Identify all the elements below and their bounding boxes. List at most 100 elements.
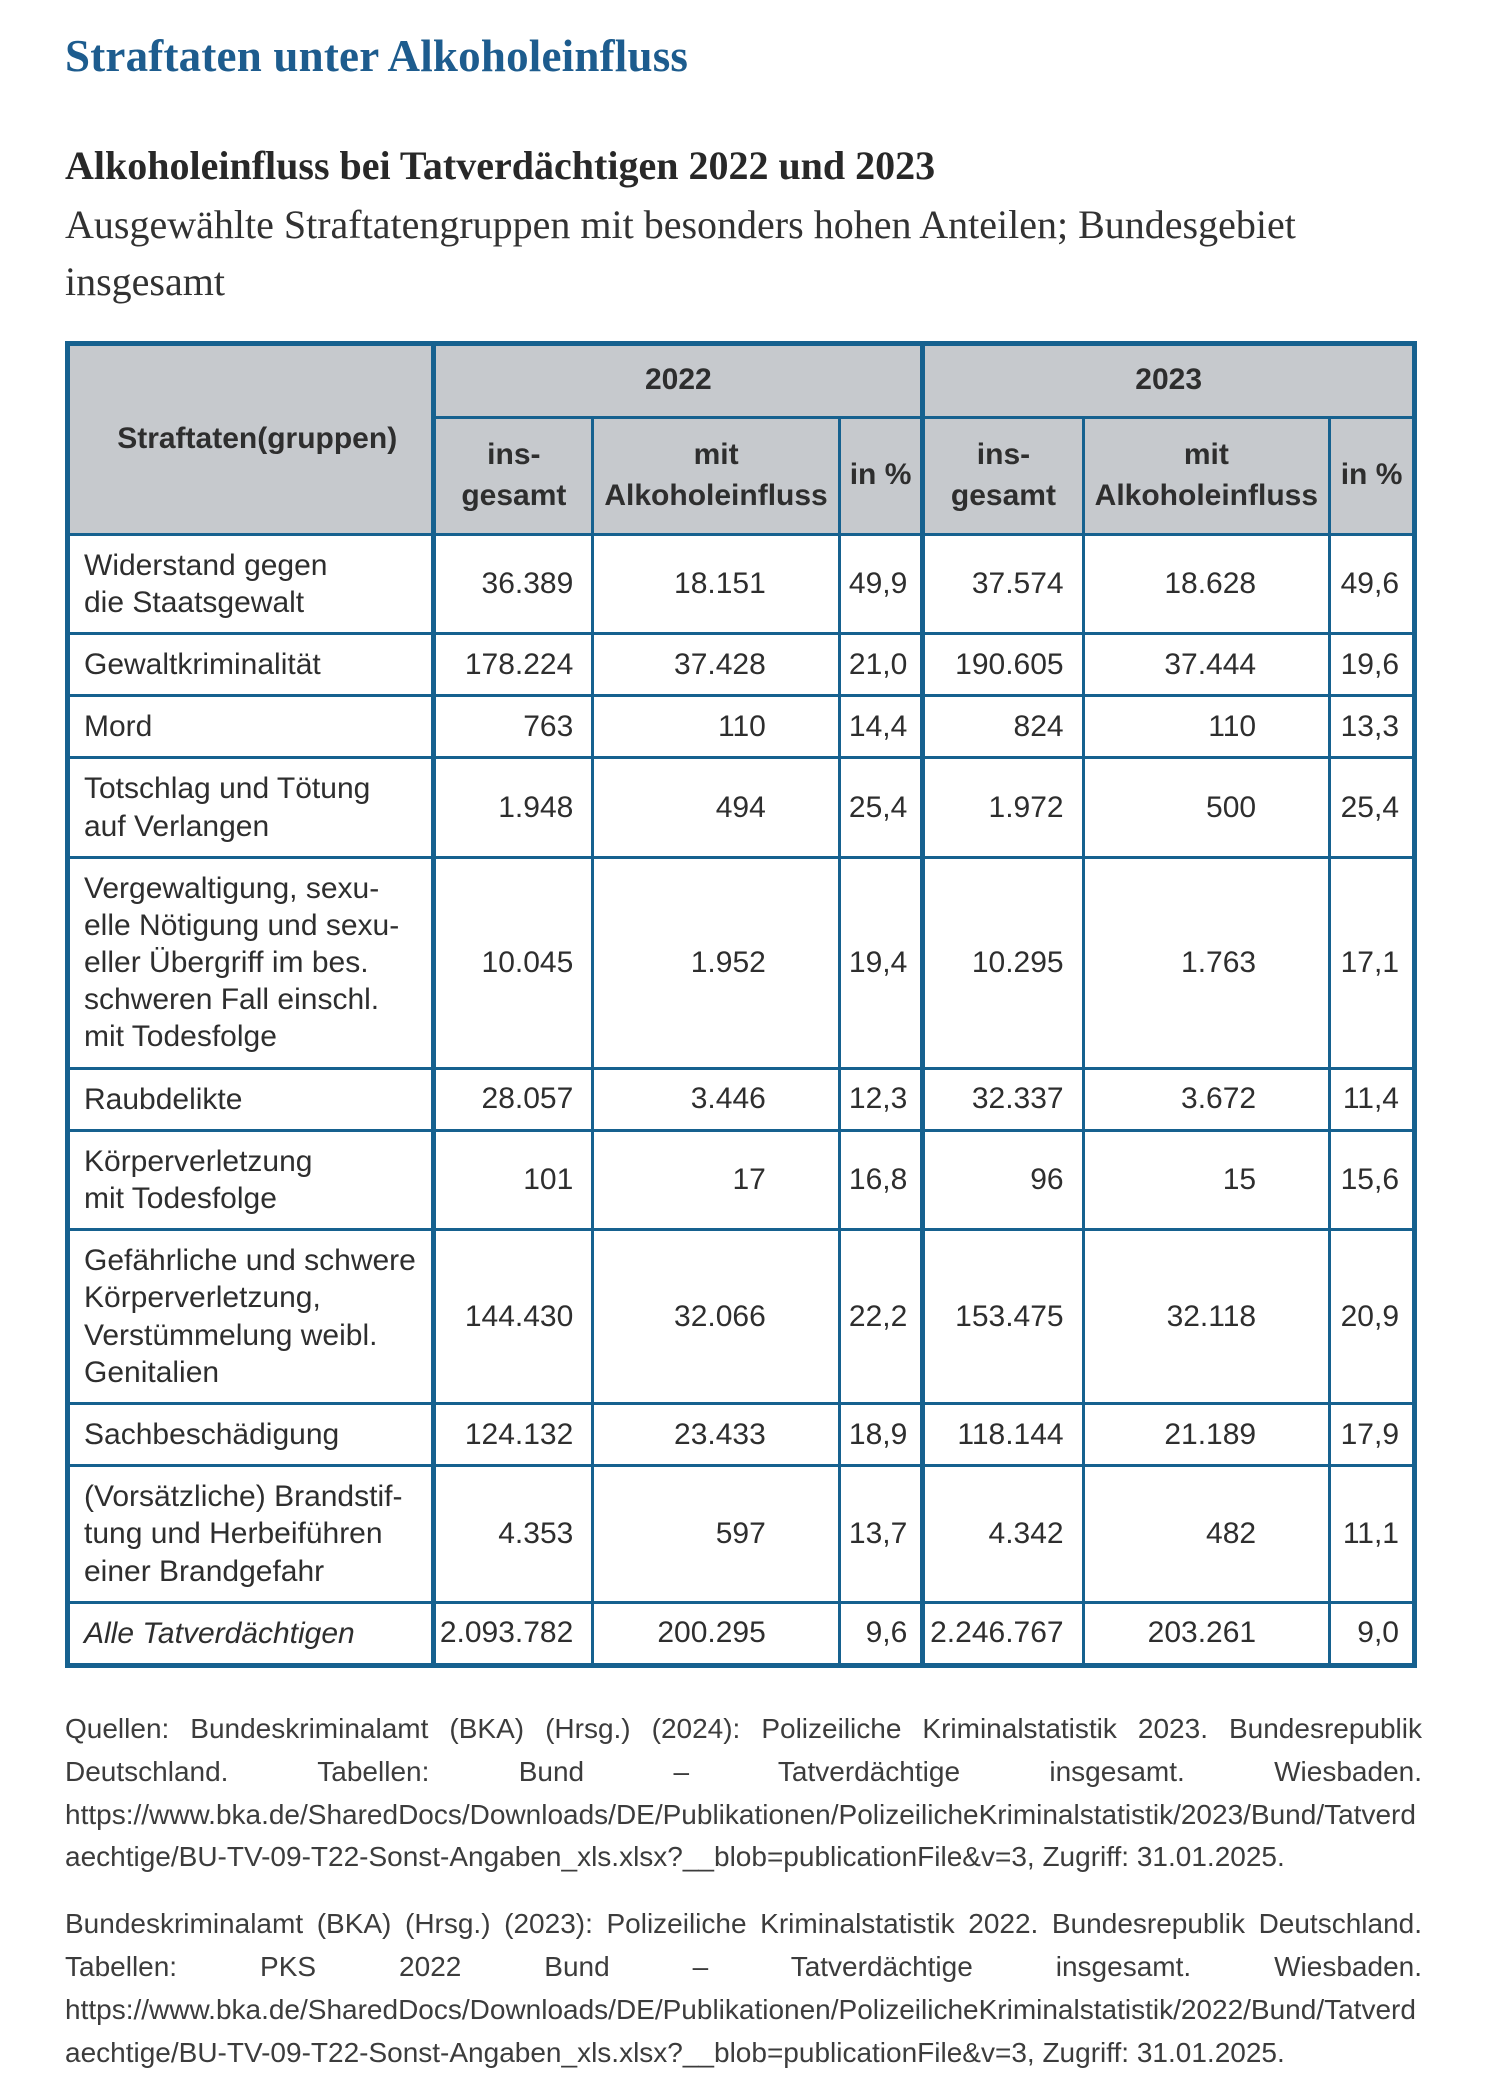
cell-percent-2023: 49,6 <box>1328 532 1416 635</box>
cell-percent-2023: 9,0 <box>1328 1600 1416 1667</box>
table-subheading: Ausgewählte Straftatengruppen mit besond… <box>65 202 1296 304</box>
row-label: Totschlag und Tötung auf Verlangen <box>65 756 436 859</box>
cell-percent-2023: 13,3 <box>1328 694 1416 760</box>
column-group-header-2023: 2023 <box>920 341 1416 419</box>
cell-alcohol-2022: 3.446 <box>591 1066 841 1132</box>
cell-total-2022: 36.389 <box>431 532 595 635</box>
cell-alcohol-2023: 482 <box>1081 1464 1332 1604</box>
cell-alcohol-2022: 17 <box>591 1128 841 1232</box>
page-title: Straftaten unter Alkoholeinfluss <box>65 31 689 81</box>
column-header-straftatengruppen: Straftaten(gruppen) <box>65 341 436 536</box>
cell-alcohol-2022: 1.952 <box>591 855 841 1070</box>
cell-percent-2023: 25,4 <box>1328 756 1416 859</box>
cell-total-2023: 824 <box>920 694 1085 760</box>
cell-percent-2023: 20,9 <box>1328 1228 1416 1405</box>
table-row: Raubdelikte 28.057 3.446 12,3 32.337 3.6… <box>65 1066 1416 1132</box>
cell-percent-2022: 25,4 <box>837 756 925 859</box>
cell-total-2022: 10.045 <box>431 855 595 1070</box>
cell-total-2022: 124.132 <box>431 1401 595 1468</box>
table-row: Vergewaltigung, sexu- elle Nötigung und … <box>65 855 1416 1070</box>
cell-total-2023: 190.605 <box>920 631 1085 698</box>
table-row: Gefährliche und schwere Körperverletzung… <box>65 1228 1416 1405</box>
cell-alcohol-2023: 37.444 <box>1081 631 1332 698</box>
cell-percent-2022: 13,7 <box>837 1464 925 1604</box>
row-label: Gewaltkriminalität <box>65 631 436 698</box>
source-note-2022: Bundeskriminalamt (BKA) (Hrsg.) (2023): … <box>65 1908 1422 2068</box>
cell-alcohol-2023: 1.763 <box>1081 855 1332 1070</box>
cell-alcohol-2022: 597 <box>591 1464 841 1604</box>
cell-total-2023: 96 <box>920 1128 1085 1232</box>
cell-percent-2022: 21,0 <box>837 631 925 698</box>
statistics-table: Straftaten(gruppen) 2022 2023 ins- gesam… <box>65 340 1417 1668</box>
cell-total-2023: 37.574 <box>920 532 1085 635</box>
cell-alcohol-2023: 3.672 <box>1081 1066 1332 1132</box>
column-header-insgesamt-2022: ins- gesamt <box>431 415 595 536</box>
cell-total-2023: 32.337 <box>920 1066 1085 1132</box>
column-group-header-2022: 2022 <box>431 341 925 419</box>
table-row: Sachbeschädigung 124.132 23.433 18,9 118… <box>65 1401 1416 1468</box>
cell-total-2022: 101 <box>431 1128 595 1232</box>
row-label: Vergewaltigung, sexu- elle Nötigung und … <box>65 855 436 1070</box>
cell-percent-2023: 11,4 <box>1328 1066 1416 1132</box>
table-row: (Vorsätzliche) Brandstif- tung und Herbe… <box>65 1464 1416 1604</box>
cell-percent-2023: 17,1 <box>1328 855 1416 1070</box>
cell-alcohol-2022: 18.151 <box>591 532 841 635</box>
table-row: Totschlag und Tötung auf Verlangen 1.948… <box>65 756 1416 859</box>
cell-alcohol-2023: 15 <box>1081 1128 1332 1232</box>
table-row: Mord 763 110 14,4 824 110 13,3 <box>65 694 1416 760</box>
cell-percent-2022: 16,8 <box>837 1128 925 1232</box>
column-header-in-prozent-2023: in % <box>1328 415 1416 536</box>
cell-total-2022: 4.353 <box>431 1464 595 1604</box>
row-label: Gefährliche und schwere Körperverletzung… <box>65 1228 436 1405</box>
cell-alcohol-2022: 200.295 <box>591 1600 841 1667</box>
cell-alcohol-2022: 37.428 <box>591 631 841 698</box>
cell-percent-2022: 19,4 <box>837 855 925 1070</box>
table-row: Widerstand gegen die Staatsgewalt 36.389… <box>65 532 1416 635</box>
cell-alcohol-2022: 494 <box>591 756 841 859</box>
cell-total-2022: 178.224 <box>431 631 595 698</box>
table-heading: Alkoholeinfluss bei Tatverdächtigen 2022… <box>65 143 936 188</box>
row-label: (Vorsätzliche) Brandstif- tung und Herbe… <box>65 1464 436 1604</box>
table-row: Gewaltkriminalität 178.224 37.428 21,0 1… <box>65 631 1416 698</box>
cell-alcohol-2023: 32.118 <box>1081 1228 1332 1405</box>
row-label: Körperverletzung mit Todesfolge <box>65 1128 436 1232</box>
cell-percent-2023: 15,6 <box>1328 1128 1416 1232</box>
column-header-mit-alkoholeinfluss-2023: mit Alkoholeinfluss <box>1081 415 1332 536</box>
cell-total-2022: 28.057 <box>431 1066 595 1132</box>
cell-percent-2023: 11,1 <box>1328 1464 1416 1604</box>
row-label: Alle Tatverdächtigen <box>65 1600 436 1667</box>
cell-total-2023: 1.972 <box>920 756 1085 859</box>
cell-percent-2022: 9,6 <box>837 1600 925 1667</box>
row-label: Sachbeschädigung <box>65 1401 436 1468</box>
cell-total-2022: 1.948 <box>431 756 595 859</box>
row-label: Raubdelikte <box>65 1066 436 1132</box>
cell-percent-2022: 12,3 <box>837 1066 925 1132</box>
row-label: Widerstand gegen die Staatsgewalt <box>65 532 436 635</box>
cell-alcohol-2022: 110 <box>591 694 841 760</box>
cell-alcohol-2023: 203.261 <box>1081 1600 1332 1667</box>
cell-alcohol-2022: 23.433 <box>591 1401 841 1468</box>
table-row: Körperverletzung mit Todesfolge 101 17 1… <box>65 1128 1416 1232</box>
cell-percent-2022: 14,4 <box>837 694 925 760</box>
cell-total-2023: 2.246.767 <box>920 1600 1085 1667</box>
table-header-sub-row: ins- gesamt mit Alkoholeinfluss in % ins… <box>68 415 1416 536</box>
cell-alcohol-2023: 110 <box>1081 694 1332 760</box>
cell-percent-2022: 49,9 <box>837 532 925 635</box>
column-header-in-prozent-2022: in % <box>837 415 925 536</box>
cell-alcohol-2023: 18.628 <box>1081 532 1332 635</box>
cell-percent-2022: 22,2 <box>837 1228 925 1405</box>
table-header-year-row: Straftaten(gruppen) 2022 2023 <box>65 341 1416 536</box>
cell-total-2023: 153.475 <box>920 1228 1085 1405</box>
cell-alcohol-2023: 500 <box>1081 756 1332 859</box>
row-label: Mord <box>65 694 436 760</box>
cell-percent-2023: 19,6 <box>1328 631 1416 698</box>
table-row-total: Alle Tatverdächtigen 2.093.782 200.295 9… <box>65 1600 1416 1667</box>
cell-alcohol-2022: 32.066 <box>591 1228 841 1405</box>
cell-total-2022: 763 <box>431 694 595 760</box>
cell-total-2022: 2.093.782 <box>431 1600 595 1667</box>
column-header-mit-alkoholeinfluss-2022: mit Alkoholeinfluss <box>591 415 841 536</box>
cell-total-2023: 4.342 <box>920 1464 1085 1604</box>
cell-alcohol-2023: 21.189 <box>1081 1401 1332 1468</box>
cell-percent-2022: 18,9 <box>837 1401 925 1468</box>
